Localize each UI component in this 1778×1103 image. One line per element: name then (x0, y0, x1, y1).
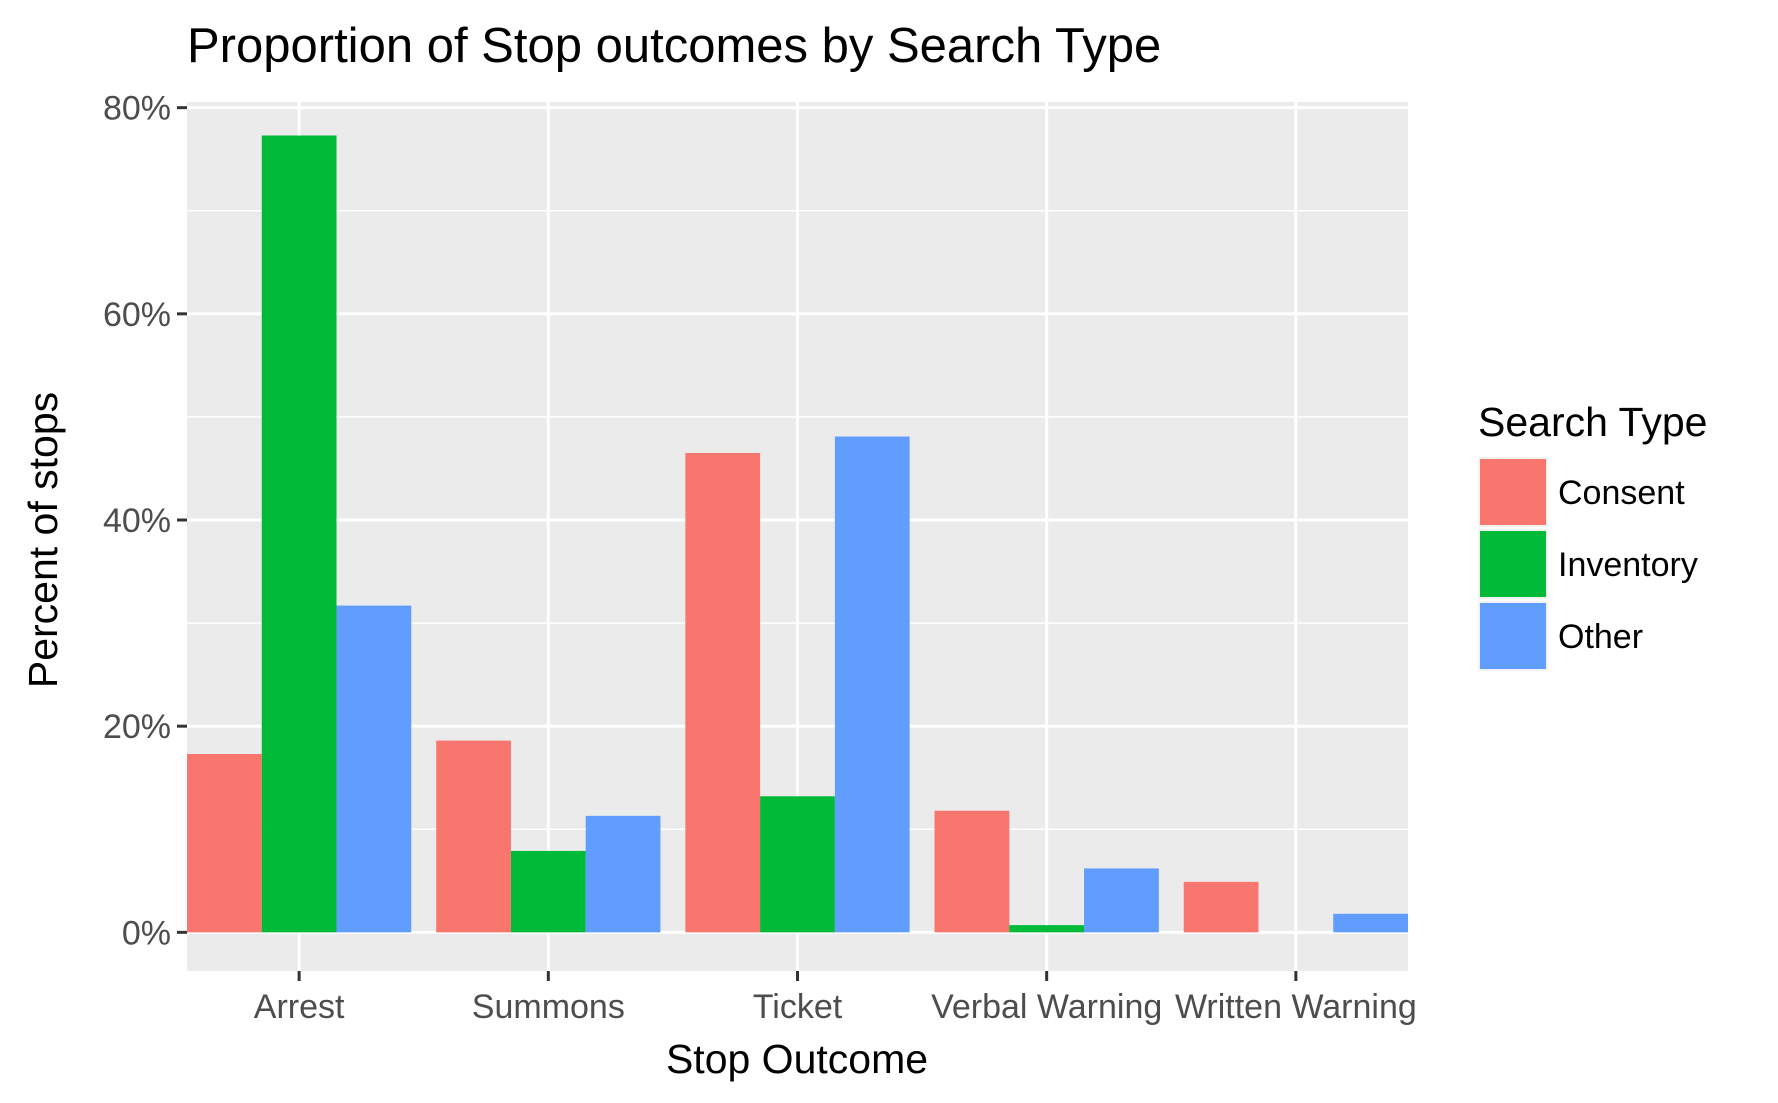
legend-label: Inventory (1558, 546, 1698, 584)
bar (934, 810, 1010, 933)
bar (1183, 881, 1259, 933)
y-tick-label: 80% (103, 90, 171, 128)
x-tick-label: Verbal Warning (931, 988, 1162, 1026)
bar (187, 754, 262, 933)
x-tick-label: Summons (472, 988, 625, 1026)
bar (436, 740, 511, 933)
bar (685, 453, 761, 933)
legend-key (1480, 459, 1546, 525)
legend-key (1480, 603, 1546, 669)
bars (187, 135, 1408, 933)
y-tick-label: 20% (103, 708, 171, 746)
bar (1333, 913, 1408, 933)
x-axis: Arrest Summons Ticket Verbal Warning Written… (254, 971, 1417, 1026)
y-tick-label: 40% (103, 502, 171, 540)
x-axis-title: Stop Outcome (666, 1036, 928, 1082)
bar (834, 436, 910, 933)
legend: Search Type Consent Inventory Other (1478, 399, 1707, 671)
bar (510, 850, 586, 933)
legend-label: Other (1558, 618, 1643, 656)
legend-label: Consent (1558, 474, 1685, 512)
bar (1084, 868, 1159, 933)
bar (261, 135, 337, 933)
x-tick-label: Ticket (753, 988, 843, 1026)
bar (1009, 925, 1085, 933)
bar (585, 815, 661, 933)
bar (760, 796, 835, 933)
chart-title: Proportion of Stop outcomes by Search Ty… (187, 19, 1161, 73)
y-axis: 0% 20% 40% 60% 80% (103, 90, 187, 952)
x-tick-label: Arrest (254, 988, 345, 1026)
y-axis-title: Percent of stops (20, 392, 66, 688)
y-tick-label: 0% (122, 914, 171, 952)
y-tick-label: 60% (103, 296, 171, 334)
legend-key (1480, 531, 1546, 597)
x-tick-label: Written Warning (1175, 988, 1417, 1026)
legend-title: Search Type (1478, 399, 1707, 445)
bar (336, 605, 412, 933)
